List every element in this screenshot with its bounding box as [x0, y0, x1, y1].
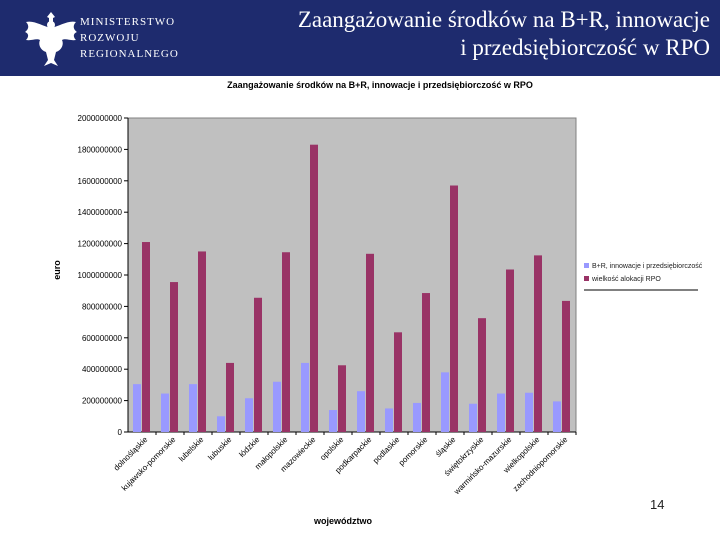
bar-rpo-allocation: [478, 318, 486, 432]
bar-br: [245, 398, 253, 432]
polish-eagle-logo-icon: [25, 12, 77, 66]
y-tick-label: 1800000000: [78, 145, 123, 154]
x-tick-label: opolskie: [318, 435, 346, 463]
bar-br: [525, 392, 533, 432]
bar-br: [273, 381, 281, 432]
legend-swatch: [584, 276, 589, 281]
ministry-line: REGIONALNEGO: [80, 48, 179, 60]
bar-br: [217, 416, 225, 432]
bar-br: [329, 410, 337, 432]
bar-rpo-allocation: [506, 269, 514, 432]
bar-br: [441, 372, 449, 432]
bar-br: [469, 403, 477, 432]
x-tick-label: pomorskie: [397, 435, 430, 468]
y-tick-label: 1600000000: [78, 177, 123, 186]
bar-rpo-allocation: [338, 365, 346, 432]
chart-title: Zaangażowanie środków na B+R, innowacje …: [227, 80, 533, 90]
bar-rpo-allocation: [310, 144, 318, 432]
ministry-name: MINISTERSTWO ROZWOJU REGIONALNEGO: [80, 14, 179, 62]
bar-rpo-allocation: [226, 362, 234, 432]
y-axis-label: euro: [52, 260, 62, 280]
x-tick-label: lubuskie: [206, 435, 234, 463]
bar-rpo-allocation: [366, 253, 374, 432]
y-tick-label: 0: [118, 428, 123, 437]
bar-rpo-allocation: [198, 251, 206, 432]
legend-label: B+R, innowacje i przedsiębiorczość: [592, 263, 703, 270]
y-tick-label: 1000000000: [78, 271, 123, 280]
bar-br: [133, 384, 141, 432]
page-number: 14: [650, 497, 665, 512]
bar-rpo-allocation: [562, 300, 570, 432]
ministry-line: MINISTERSTWO: [80, 16, 176, 28]
slide-title-line: i przedsiębiorczość w RPO: [460, 35, 710, 60]
bar-rpo-allocation: [534, 255, 542, 432]
ministry-line: ROZWOJU: [80, 32, 140, 44]
bar-br: [553, 401, 561, 432]
x-axis-label: województwo: [313, 516, 372, 526]
bar-br: [357, 391, 365, 432]
y-tick-label: 1200000000: [78, 240, 123, 249]
bar-br: [161, 393, 169, 432]
slide-title-line: Zaangażowanie środków na B+R, innowacje: [297, 7, 710, 32]
bar-rpo-allocation: [282, 252, 290, 432]
bar-chart: Zaangażowanie środków na B+R, innowacje …: [52, 80, 703, 526]
x-tick-label: zachodniopomorskie: [511, 435, 570, 494]
y-tick-label: 400000000: [82, 365, 123, 374]
bar-br: [385, 408, 393, 432]
y-tick-label: 200000000: [82, 397, 123, 406]
x-tick-label: łódzkie: [237, 435, 261, 459]
x-tick-label: lubelskie: [177, 435, 206, 464]
slide-title: Zaangażowanie środków na B+R, innowacje …: [170, 6, 710, 62]
bar-rpo-allocation: [170, 282, 178, 432]
bar-br: [301, 362, 309, 432]
slide-header: MINISTERSTWO ROZWOJU REGIONALNEGO Zaanga…: [0, 0, 720, 76]
bar-rpo-allocation: [142, 242, 150, 432]
bar-br: [497, 393, 505, 432]
bar-rpo-allocation: [450, 185, 458, 432]
bar-rpo-allocation: [394, 332, 402, 432]
bar-rpo-allocation: [422, 293, 430, 432]
bar-rpo-allocation: [254, 297, 262, 432]
legend-label: wielkość alokacji RPO: [591, 276, 661, 283]
legend-swatch: [584, 263, 589, 268]
y-tick-label: 2000000000: [78, 114, 123, 123]
bar-br: [413, 402, 421, 432]
x-tick-label: kujawsko-pomorskie: [120, 435, 178, 493]
y-tick-label: 800000000: [82, 302, 123, 311]
bar-br: [189, 384, 197, 432]
x-tick-label: śląskie: [434, 435, 458, 459]
y-tick-label: 600000000: [82, 334, 123, 343]
y-tick-label: 1400000000: [78, 208, 123, 217]
